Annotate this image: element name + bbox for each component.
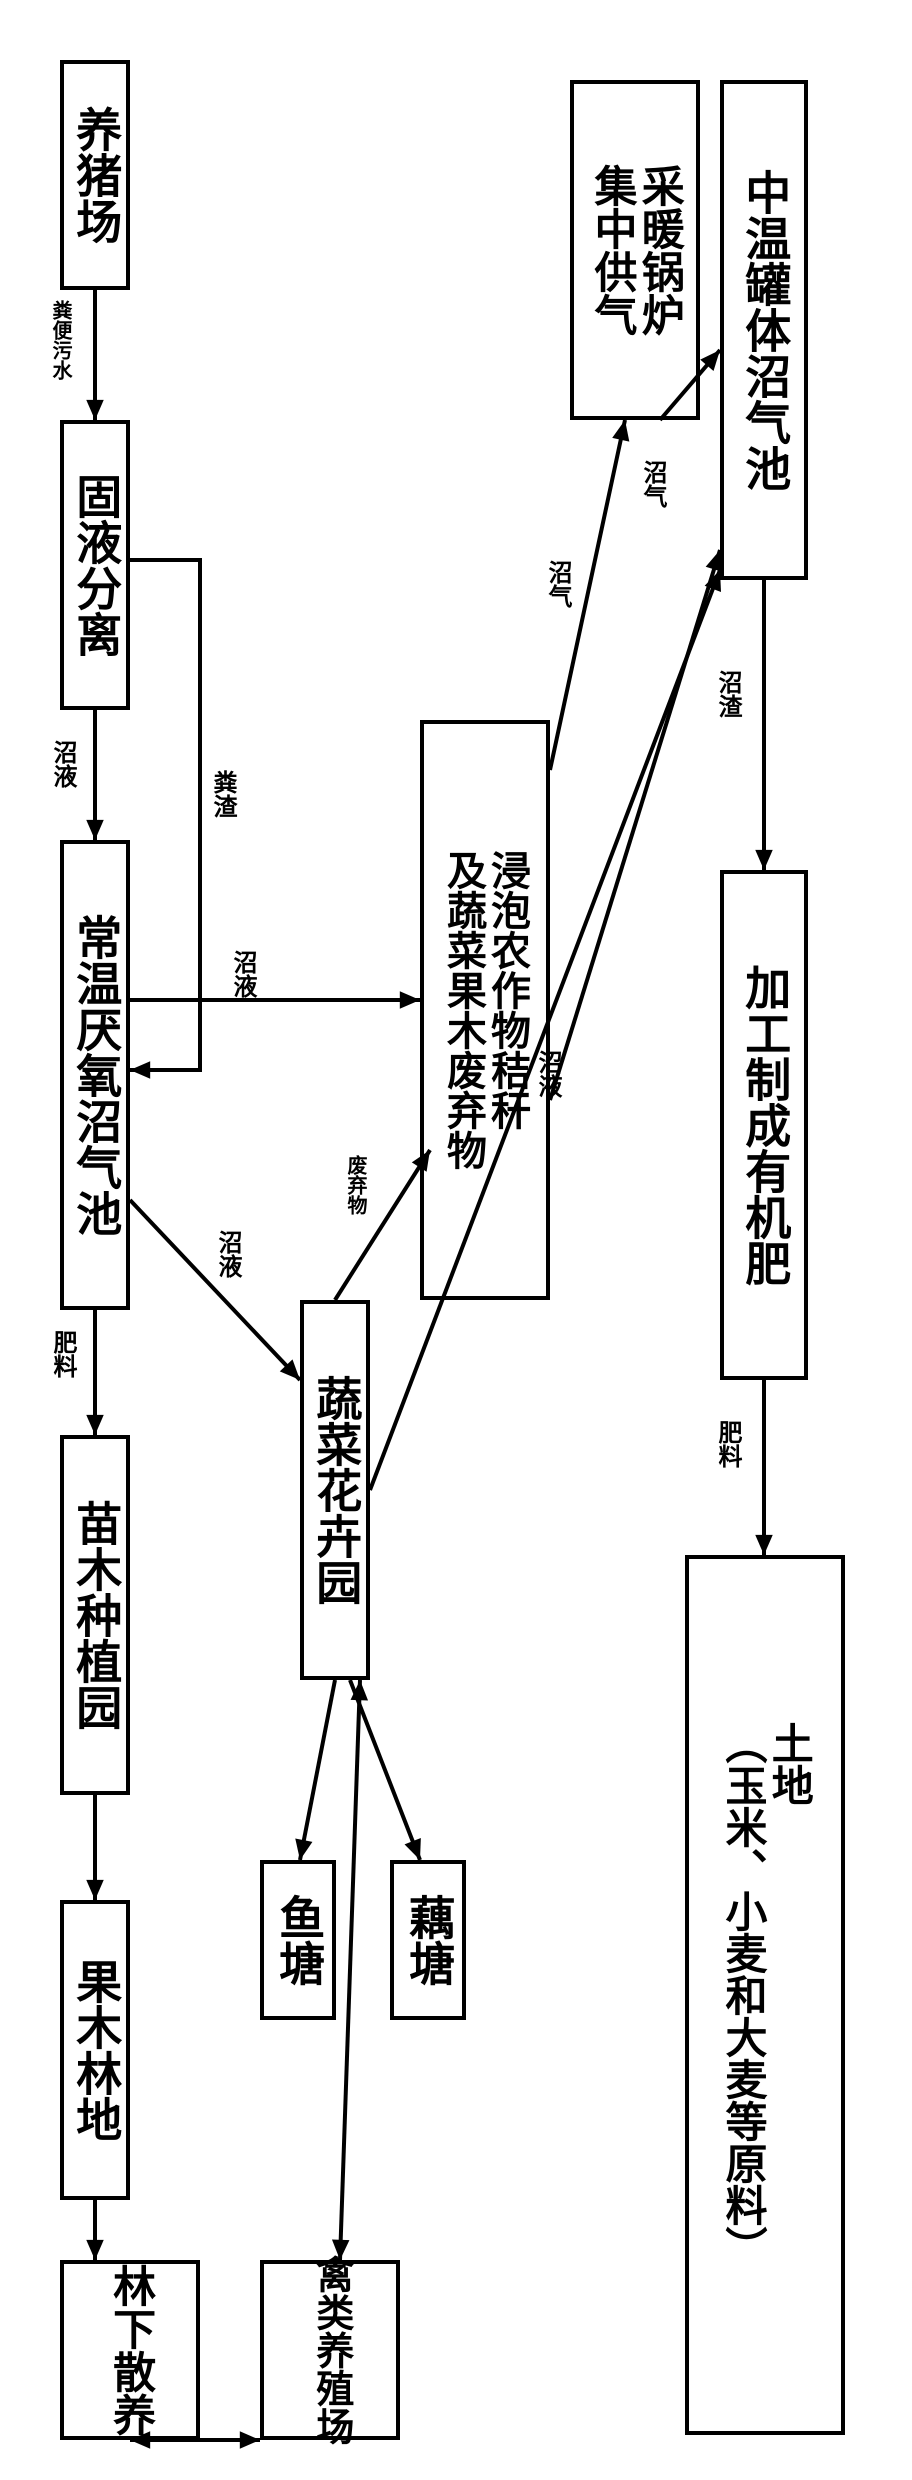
edge-midtank-organic-17 <box>755 580 773 870</box>
edge-pigfarm-solidliq-0 <box>86 290 104 420</box>
edges-layer <box>0 0 912 2480</box>
edge-veggarden-poultry-12 <box>332 1680 368 2260</box>
edge-label-3: 肥料 <box>50 1330 74 1378</box>
edge-label-14: 沼气 <box>640 460 664 508</box>
edge-label-0: 粪便污水 <box>50 300 70 380</box>
edge-label-13: 沼气 <box>545 560 569 608</box>
edge-label-2: 粪渣 <box>210 770 234 818</box>
edge-forest-poultry-6 <box>130 2431 260 2449</box>
edge-label-17: 沼渣 <box>715 670 739 718</box>
edge-veggarden-fishpond-10 <box>295 1680 335 1860</box>
edge-label-1: 沼液 <box>50 740 74 788</box>
edge-midtank-boiler-14 <box>660 350 720 420</box>
edge-label-16: 沼液 <box>535 1050 559 1098</box>
edge-orchard-forest-5 <box>86 2200 104 2260</box>
edge-solidliq-anaer-1 <box>86 710 104 840</box>
edge-organic-land-18 <box>755 1380 773 1555</box>
edge-label-8: 沼液 <box>215 1230 239 1278</box>
edge-anaer-veggarden-8 <box>130 1200 300 1380</box>
edge-label-7: 沼液 <box>230 950 254 998</box>
edge-anaer-nursery-3 <box>86 1310 104 1435</box>
edge-anaer-soak-7 <box>130 991 420 1009</box>
edge-label-9: 废弃物 <box>345 1155 365 1215</box>
edge-nursery-orchard-4 <box>86 1795 104 1900</box>
edge-veggarden-midtank-16 <box>370 570 721 1490</box>
edge-label-18: 肥料 <box>715 1420 739 1468</box>
